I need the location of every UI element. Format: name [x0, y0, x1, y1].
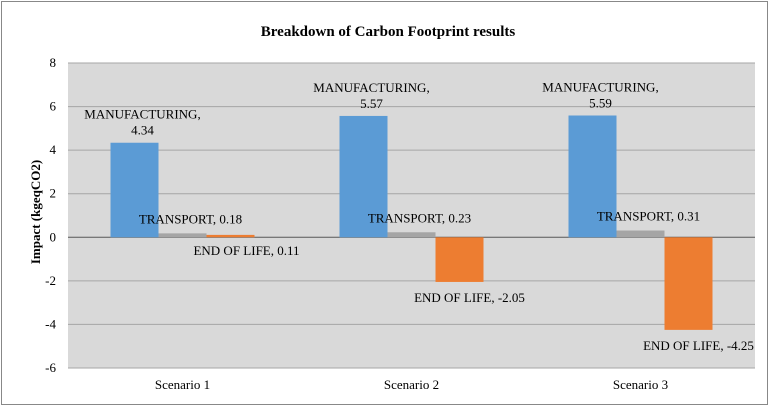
data-label-line: END OF LIFE, -4.25 [643, 338, 754, 353]
y-tick-label: 8 [50, 55, 57, 70]
data-label-line: END OF LIFE, -2.05 [414, 290, 525, 305]
data-label-line: END OF LIFE, 0.11 [193, 243, 299, 258]
data-label-line: 5.59 [589, 96, 612, 111]
chart-title: Breakdown of Carbon Footprint results [261, 24, 516, 40]
bar-manufacturing [568, 115, 617, 238]
data-label: TRANSPORT, 0.31 [597, 209, 700, 224]
bar-transport [387, 232, 436, 238]
data-label: END OF LIFE, -2.05 [414, 290, 525, 305]
data-label-line: TRANSPORT, 0.18 [139, 211, 242, 226]
bar-manufacturing [339, 115, 388, 238]
data-label-line: TRANSPORT, 0.23 [368, 210, 471, 225]
bar-end-of-life [435, 237, 484, 282]
x-category-label: Scenario 3 [613, 377, 668, 392]
data-label: TRANSPORT, 0.23 [368, 210, 471, 225]
y-tick-label: -6 [45, 360, 56, 375]
data-label: TRANSPORT, 0.18 [139, 211, 242, 226]
y-tick-label: 6 [50, 99, 57, 114]
y-axis-label: Impact (kgeqCO2) [28, 160, 43, 264]
data-label-line: TRANSPORT, 0.31 [597, 209, 700, 224]
data-label-line: MANUFACTURING, [84, 107, 200, 122]
data-label: MANUFACTURING, 4.34 [84, 107, 200, 138]
y-tick-label: 0 [50, 229, 57, 244]
data-label-line: MANUFACTURING, [542, 80, 658, 95]
x-category-label: Scenario 2 [384, 377, 439, 392]
data-label: MANUFACTURING, 5.57 [313, 80, 429, 111]
y-tick-label: -2 [45, 273, 56, 288]
y-tick-label: -4 [45, 316, 56, 331]
bar-end-of-life [664, 237, 713, 330]
y-tick-label: 2 [50, 186, 57, 201]
bar-end-of-life [206, 234, 255, 238]
bar-manufacturing [110, 142, 159, 238]
y-tick-label: 4 [50, 142, 57, 157]
data-label-line: 4.34 [131, 123, 154, 138]
bar-transport [616, 230, 665, 238]
data-label-line: 5.57 [360, 96, 383, 111]
x-category-label: Scenario 1 [155, 377, 210, 392]
chart-frame: Breakdown of Carbon Footprint results Im… [1, 1, 768, 405]
data-label-line: MANUFACTURING, [313, 80, 429, 95]
plot-background [68, 63, 755, 368]
data-label: END OF LIFE, -4.25 [643, 338, 754, 353]
carbon-footprint-chart: Breakdown of Carbon Footprint results Im… [28, 24, 755, 392]
data-label: END OF LIFE, 0.11 [193, 243, 299, 258]
bar-transport [158, 233, 207, 238]
plot-area: -6 -4 -2 0 2 4 6 8 Scenario 1 Scenario 2 Scenario … [45, 55, 755, 392]
data-label: MANUFACTURING, 5.59 [542, 80, 658, 111]
